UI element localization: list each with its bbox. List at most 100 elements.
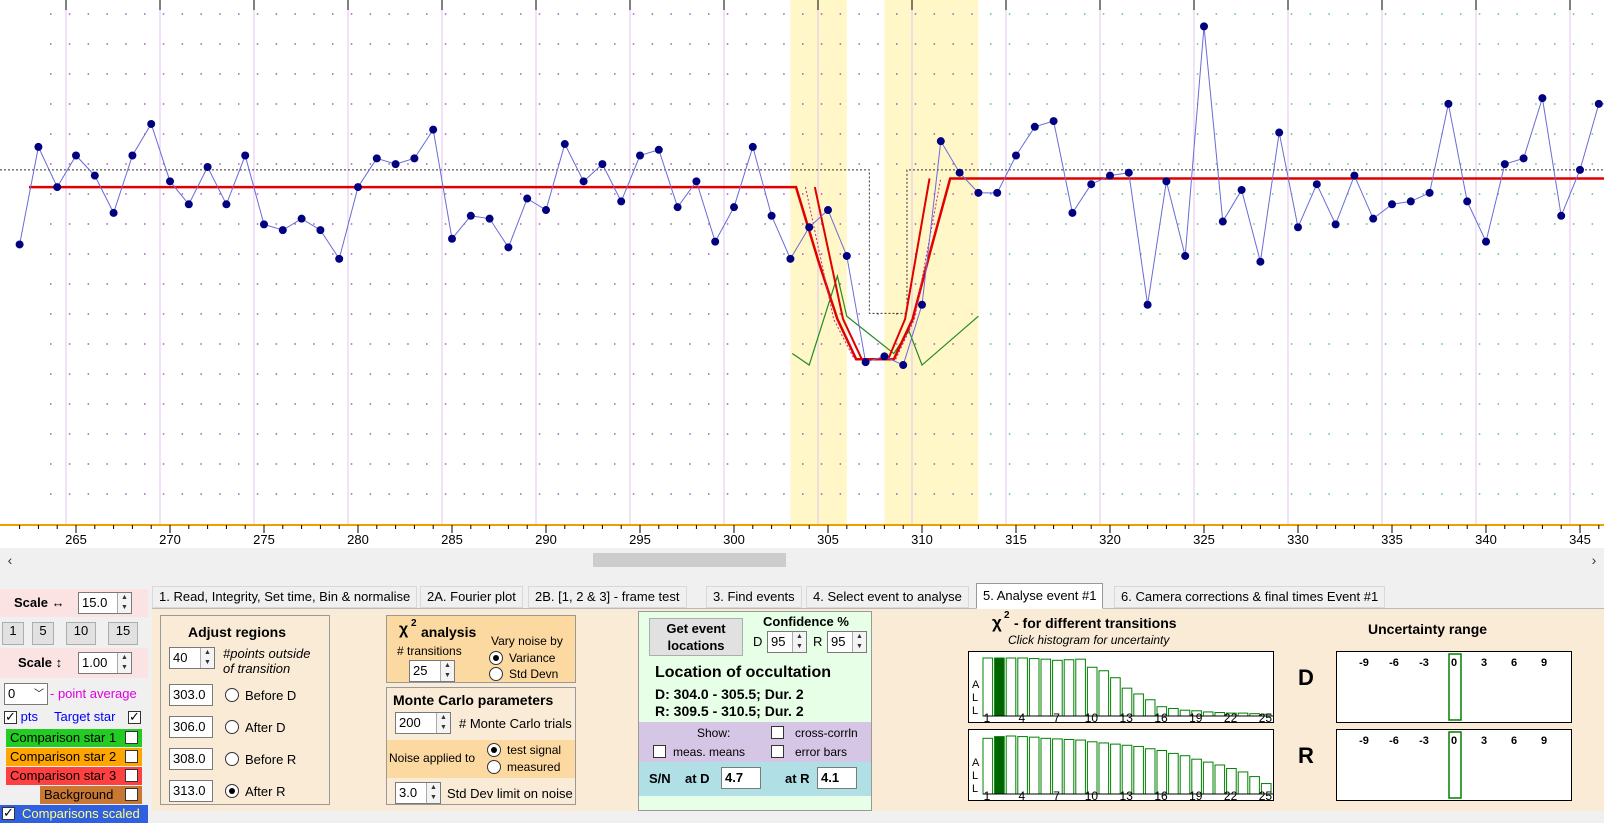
chi2-histogram-d[interactable]: ALL 1 4 7 10 13 16 19 22 25 — [968, 651, 1274, 723]
scroll-left-icon[interactable]: ‹ — [7, 552, 13, 568]
tab-find-events[interactable]: 3. Find events — [706, 586, 802, 608]
data-point — [730, 203, 738, 212]
x-tick-label: 315 — [1005, 532, 1027, 547]
background-checkbox[interactable] — [125, 788, 138, 801]
after-r-input[interactable]: 313.0 — [169, 780, 213, 802]
x-tick-label: 305 — [817, 532, 839, 547]
data-point — [1012, 151, 1020, 160]
x-tick-label: 270 — [159, 532, 181, 547]
histogram-tick-label: 7 — [1053, 789, 1060, 801]
data-point — [1312, 180, 1321, 189]
scale-preset-5[interactable]: 5 — [32, 622, 54, 645]
histogram-bar — [994, 736, 1005, 795]
target-star-label: Target star — [54, 709, 116, 724]
data-point — [711, 237, 720, 246]
scale-preset-1[interactable]: 1 — [2, 622, 24, 645]
scroll-right-icon[interactable]: › — [1591, 552, 1597, 568]
spin-arrows-icon[interactable]: ▲ ▼ — [852, 632, 866, 652]
data-point — [504, 243, 513, 252]
spin-arrows-icon[interactable]: ▲ ▼ — [440, 661, 454, 681]
comparisons-scaled-checkbox[interactable] — [2, 805, 15, 821]
conf-d-spinner[interactable]: 95 ▲ ▼ — [767, 631, 807, 653]
data-point — [448, 234, 456, 243]
histogram-side-label: L — [972, 783, 978, 795]
before-r-radio[interactable] — [225, 752, 239, 766]
data-point — [1576, 165, 1584, 174]
tab-frame-test[interactable]: 2B. [1, 2 & 3] - frame test — [528, 586, 687, 608]
target-star-checkbox[interactable] — [128, 709, 141, 725]
spin-arrows-icon[interactable]: ▲ ▼ — [200, 648, 214, 668]
spin-arrows-icon[interactable]: ▲ ▼ — [426, 783, 440, 803]
histogram-bar — [1110, 743, 1121, 795]
uncertainty-tick-label: -9 — [1359, 657, 1369, 669]
std-dev-limit-spinner[interactable]: 3.0 ▲ ▼ — [395, 782, 441, 804]
scale-preset-10[interactable]: 10 — [66, 622, 96, 645]
histogram-tick-label: 1 — [984, 711, 991, 723]
after-d-radio[interactable] — [225, 720, 239, 734]
after-r-radio[interactable] — [225, 784, 239, 798]
light-curve-plot[interactable]: 265 270 275 280 285 290 295 300 305 310 315 320 325 3… — [0, 0, 1604, 548]
location-group: Get event locations Confidence % D 95 ▲ ▼ R… — [638, 611, 872, 811]
histogram-side-label: A — [972, 757, 980, 769]
comp-star-2-checkbox[interactable] — [125, 750, 138, 763]
data-point — [1406, 197, 1415, 206]
before-r-input[interactable]: 308.0 — [169, 748, 213, 770]
tab-camera-corrections[interactable]: 6. Camera corrections & final times Even… — [1114, 586, 1386, 608]
variance-radio[interactable] — [489, 651, 503, 665]
transitions-spinner[interactable]: 25 ▲ ▼ — [409, 660, 455, 682]
data-point — [1594, 99, 1603, 108]
spin-arrows-icon[interactable]: ▲ ▼ — [792, 632, 806, 652]
data-point — [1049, 117, 1058, 126]
scale-preset-15[interactable]: 15 — [108, 622, 138, 645]
error-bars-checkbox[interactable] — [771, 745, 784, 758]
std-devn-radio[interactable] — [489, 667, 503, 681]
scrollbar-thumb[interactable] — [593, 553, 786, 567]
comp-star-3-checkbox[interactable] — [125, 769, 138, 782]
tab-read[interactable]: 1. Read, Integrity, Set time, Bin & norm… — [152, 586, 418, 608]
points-outside-spinner[interactable]: 40 ▲ ▼ — [169, 647, 215, 669]
get-btn-line2: locations — [667, 638, 725, 653]
comparisons-scaled-label: Comparisons scaled — [22, 806, 140, 821]
after-d-input[interactable]: 306.0 — [169, 716, 213, 738]
histogram-bar — [1075, 658, 1086, 717]
spin-arrows-icon[interactable]: ▲ ▼ — [117, 593, 131, 613]
show-label: Show: — [697, 726, 731, 740]
trials-label: # Monte Carlo trials — [459, 716, 572, 731]
data-point — [203, 162, 212, 171]
before-d-input[interactable]: 303.0 — [169, 684, 213, 706]
data-point — [842, 251, 851, 260]
comp-star-1-checkbox[interactable] — [125, 731, 138, 744]
chi2-analysis-group: χ 2 analysis # transitions 25 ▲ ▼ Vary noi… — [386, 615, 576, 683]
std-dev-limit-label: Std Dev limit on noise — [447, 786, 573, 801]
chart-horizontal-scrollbar[interactable]: ‹ › — [0, 549, 1604, 571]
sn-d-value: 4.7 — [721, 767, 761, 789]
data-point — [429, 125, 438, 134]
conf-r-spinner[interactable]: 95 ▲ ▼ — [827, 631, 867, 653]
tab-select-event[interactable]: 4. Select event to analyse — [806, 586, 969, 608]
histogram-bar — [1121, 744, 1133, 795]
spin-arrows-icon[interactable]: ▲ ▼ — [436, 713, 450, 733]
before-d-radio[interactable] — [225, 688, 239, 702]
spin-arrows-icon[interactable]: ▲ ▼ — [117, 653, 131, 673]
conf-r-label: R — [813, 634, 823, 649]
sn-r-value: 4.1 — [817, 767, 857, 789]
measured-radio[interactable] — [487, 760, 501, 774]
chi2-histogram-r[interactable]: ALL 1 4 7 10 13 16 19 22 25 — [968, 729, 1274, 801]
tab-analyse-event[interactable]: 5. Analyse event #1 — [976, 583, 1104, 609]
light-curve-svg: 265 270 275 280 285 290 295 300 305 310 315 320 325 3… — [0, 0, 1604, 547]
monte-carlo-trials-spinner[interactable]: 200 ▲ ▼ — [395, 712, 451, 734]
histogram-bar — [1168, 707, 1179, 717]
meas-means-checkbox[interactable] — [653, 745, 666, 758]
tab-fourier[interactable]: 2A. Fourier plot — [420, 586, 523, 608]
h-scale-spinner[interactable]: 15.0 ▲ ▼ — [78, 592, 132, 614]
location-r-line: R: 309.5 - 310.5; Dur. 2 — [655, 703, 804, 719]
pts-checkbox[interactable] — [4, 709, 17, 725]
get-event-locations-button[interactable]: Get event locations — [649, 618, 743, 656]
cross-corrln-checkbox[interactable] — [771, 726, 784, 739]
data-point — [1388, 200, 1396, 209]
data-point — [1557, 211, 1566, 220]
test-signal-radio[interactable] — [487, 743, 501, 757]
v-scale-spinner[interactable]: 1.00 ▲ ▼ — [78, 652, 132, 674]
point-average-select[interactable]: 0 ﹀ — [4, 683, 48, 705]
hist-subtitle: Click histogram for uncertainty — [1008, 633, 1170, 647]
